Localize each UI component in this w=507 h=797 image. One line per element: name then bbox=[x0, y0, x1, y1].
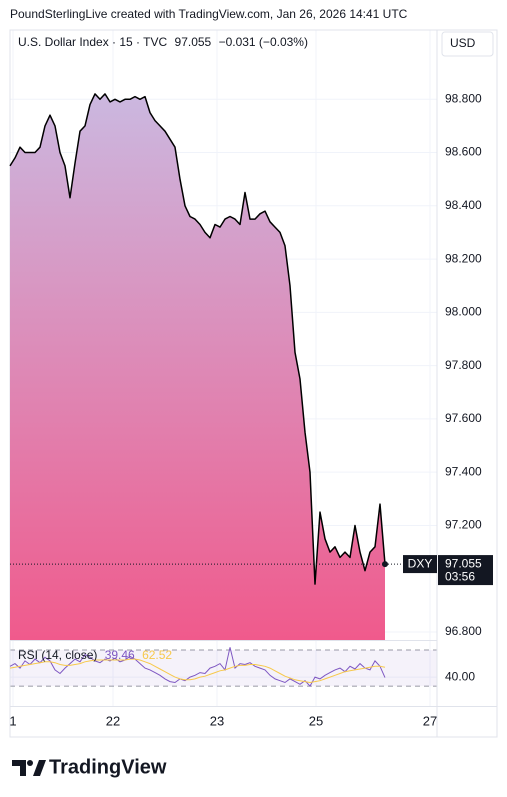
y-tick-label: 98.800 bbox=[445, 91, 482, 105]
last-value: 97.055 bbox=[175, 35, 212, 49]
y-tick-label: 96.800 bbox=[445, 624, 482, 638]
rsi-title: RSI (14, close) bbox=[18, 648, 97, 662]
logo-mark bbox=[12, 760, 26, 776]
symbol-badge bbox=[403, 555, 437, 574]
symbol-title: U.S. Dollar Index · 15 · TVC bbox=[18, 35, 167, 49]
footer-brand: TradingView bbox=[49, 756, 167, 778]
x-tick-label: 27 bbox=[423, 713, 437, 728]
price-badge bbox=[438, 555, 493, 586]
price-line bbox=[9, 93, 386, 585]
x-tick-label: 25 bbox=[309, 713, 323, 728]
last-price-dot bbox=[382, 561, 388, 568]
area-fill bbox=[10, 93, 385, 640]
logo-slash bbox=[33, 760, 46, 776]
y-tick-label: 97.200 bbox=[445, 518, 482, 532]
x-tick-label: 23 bbox=[210, 713, 224, 728]
logo-dot bbox=[27, 760, 33, 766]
indicator-line bbox=[9, 658, 386, 684]
rsi-legend: RSI (14, close) 39.46 62.52 bbox=[18, 648, 172, 662]
watermark-header: PoundSterlingLive created with TradingVi… bbox=[10, 7, 408, 21]
y-tick-label: 97.400 bbox=[445, 464, 482, 478]
y-tick-label: 97.800 bbox=[445, 358, 482, 372]
y-tick-label: 98.000 bbox=[445, 305, 482, 319]
legend-line: U.S. Dollar Index · 15 · TVC 97.055 −0.0… bbox=[18, 35, 308, 49]
tradingview-logo: TradingView bbox=[12, 756, 167, 778]
y-tick-label: 98.600 bbox=[445, 145, 482, 159]
y-tick-label: 97.600 bbox=[445, 411, 482, 425]
y-tick-label: 98.400 bbox=[445, 198, 482, 212]
change: −0.031 (−0.03%) bbox=[219, 35, 308, 49]
rsi-value: 39.46 bbox=[105, 648, 135, 662]
countdown: 03:56 bbox=[445, 569, 475, 583]
currency-button[interactable] bbox=[441, 31, 494, 57]
x-tick-label: 1 bbox=[9, 713, 16, 728]
plot-area bbox=[9, 93, 437, 687]
currency-label: USD bbox=[450, 36, 476, 50]
x-tick-label: 22 bbox=[106, 713, 120, 728]
y-tick-label: 40.00 bbox=[445, 669, 475, 683]
overlay: 96.800 97.200 97.400 97.600 97.800 98.000 98.2… bbox=[9, 91, 493, 728]
price-badge-value: 97.055 bbox=[445, 556, 482, 570]
indicator-line bbox=[9, 647, 386, 687]
rsi-ma-value: 62.52 bbox=[142, 648, 172, 662]
symbol-label: DXY bbox=[408, 556, 433, 570]
y-tick-label: 98.200 bbox=[445, 251, 482, 265]
